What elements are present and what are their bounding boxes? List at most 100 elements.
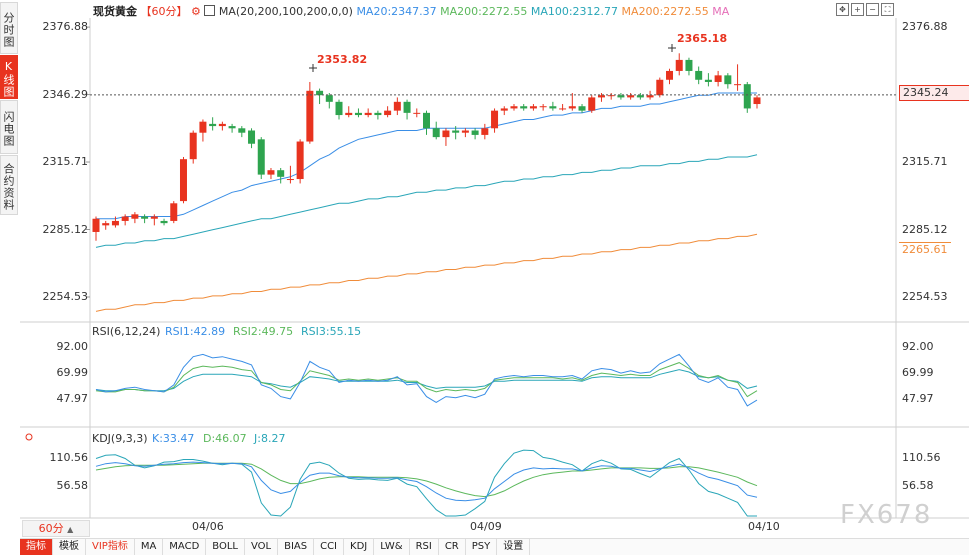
right-tick-4: 2254.53: [902, 289, 948, 303]
kdj-right-tick-0: 110.56: [902, 451, 941, 465]
fullscreen-icon[interactable]: ⛶: [881, 3, 894, 16]
candle-body: [559, 108, 567, 110]
candle-body: [384, 110, 392, 116]
right-tick-2: 2315.71: [902, 155, 948, 169]
zoom-out-icon[interactable]: −: [866, 3, 879, 16]
ma200-line: [95, 233, 758, 312]
candle-body: [491, 110, 499, 129]
ma-value-1: MA200:2272.55: [440, 5, 531, 18]
toolbar-item-14[interactable]: 设置: [497, 539, 531, 555]
j-value: J:8.27: [253, 432, 285, 445]
candle-body: [461, 130, 469, 133]
right-tick-3: 2285.12: [902, 222, 948, 236]
side-tab-3[interactable]: 合约资料: [0, 155, 18, 215]
candle-body: [432, 128, 440, 138]
ma-value-3: MA200:2272.55: [621, 5, 713, 18]
candle-body: [354, 112, 362, 116]
candle-body: [578, 106, 586, 111]
settings-icon[interactable]: ⚙: [191, 5, 201, 18]
toolbar-item-12[interactable]: CR: [439, 539, 466, 555]
toolbar-item-11[interactable]: RSI: [410, 539, 439, 555]
candle-body: [393, 101, 401, 111]
ma-toggle-icon[interactable]: [204, 5, 216, 16]
candle-body: [636, 95, 644, 98]
k-value: K:33.47: [152, 432, 194, 445]
kdj-settings-icon[interactable]: [25, 433, 33, 441]
rsi1-line: [95, 353, 758, 407]
d-line: [95, 462, 758, 498]
rsi-label: RSI(6,12,24): [92, 325, 160, 338]
period-label[interactable]: 【60分】: [140, 5, 188, 18]
toolbar-item-5[interactable]: BOLL: [206, 539, 245, 555]
period-selector[interactable]: 60分 ▲: [22, 520, 90, 537]
candle-body: [102, 223, 110, 226]
candle-body: [364, 112, 372, 116]
side-tab-1[interactable]: K线图: [0, 55, 18, 99]
candle-body: [423, 112, 430, 129]
zoom-in-icon[interactable]: +: [851, 3, 864, 16]
ma-label: MA(20,200,100,200,0,0): [218, 5, 353, 18]
candle-body: [218, 123, 226, 127]
ma-value-2: MA100:2312.77: [530, 5, 622, 18]
candle-body: [257, 139, 265, 175]
kdj-right-tick-1: 56.58: [902, 479, 934, 493]
high2-label: 2365.18: [677, 32, 727, 45]
chart-header: 现货黄金 【60分】 ⚙ MA(20,200,100,200,0,0) MA20…: [93, 3, 729, 19]
ma-values: MA20:2347.37 MA200:2272.55 MA100:2312.77…: [356, 5, 729, 18]
candle-body: [597, 95, 605, 98]
candle-body: [539, 106, 547, 108]
candle-body: [296, 141, 304, 180]
x-label-1: 04/06: [192, 520, 224, 533]
period-selector-label: 60分: [38, 522, 64, 535]
toolbar-item-13[interactable]: PSY: [466, 539, 498, 555]
candle-body: [306, 90, 314, 142]
candle-body: [189, 132, 197, 160]
symbol-name: 现货黄金: [93, 5, 137, 18]
rsi-right-tick-1: 69.99: [902, 366, 934, 380]
candle-body: [286, 179, 294, 181]
left-tick-4: 2254.53: [42, 289, 89, 303]
rsi-right-tick-2: 47.97: [902, 391, 934, 405]
candle-body: [442, 130, 450, 138]
candle-body: [471, 130, 479, 135]
candle-body: [481, 128, 489, 135]
candle-body: [568, 106, 576, 109]
toolbar-item-4[interactable]: MACD: [163, 539, 207, 555]
toolbar-item-1[interactable]: 模板: [53, 539, 86, 555]
kdj-lines: [95, 449, 758, 517]
x-label-3: 04/10: [748, 520, 780, 533]
candle-body: [179, 159, 187, 202]
high1-label: 2353.82: [317, 53, 367, 66]
candle-body: [111, 220, 119, 226]
rsi-left-tick-2: 47.97: [56, 391, 89, 405]
toolbar-item-3[interactable]: MA: [135, 539, 164, 555]
side-tab-2[interactable]: 闪电图: [0, 100, 18, 154]
toolbar-item-0[interactable]: 指标: [20, 539, 53, 555]
kdj-left-tick-0: 110.56: [49, 451, 89, 465]
side-tab-0[interactable]: 分时图: [0, 2, 18, 54]
candle-body: [520, 106, 528, 109]
toolbar-item-2[interactable]: VIP指标: [86, 539, 135, 555]
candles: [92, 53, 761, 241]
ma-value-4: MA: [712, 5, 730, 18]
k-line: [95, 461, 758, 502]
candle-body: [549, 106, 557, 109]
right-tick-0: 2376.88: [902, 20, 948, 34]
rsi2-line: [95, 362, 758, 398]
toolbar-item-9[interactable]: KDJ: [344, 539, 375, 555]
left-tick-3: 2285.12: [42, 222, 89, 236]
candle-body: [413, 112, 421, 114]
candle-body: [666, 70, 674, 80]
current-price-tag: 2345.24: [899, 85, 969, 101]
move-icon[interactable]: ✥: [836, 3, 849, 16]
toolbar-item-10[interactable]: LW&: [374, 539, 410, 555]
rsi-lines: [95, 353, 758, 407]
toolbar-item-6[interactable]: VOL: [245, 539, 279, 555]
candle-body: [170, 203, 178, 221]
watermark-text: FX678: [840, 500, 933, 530]
x-label-2: 04/09: [470, 520, 502, 533]
toolbar-item-7[interactable]: BIAS: [278, 539, 315, 555]
chevron-up-icon: ▲: [67, 525, 74, 534]
toolbar-item-8[interactable]: CCI: [314, 539, 345, 555]
